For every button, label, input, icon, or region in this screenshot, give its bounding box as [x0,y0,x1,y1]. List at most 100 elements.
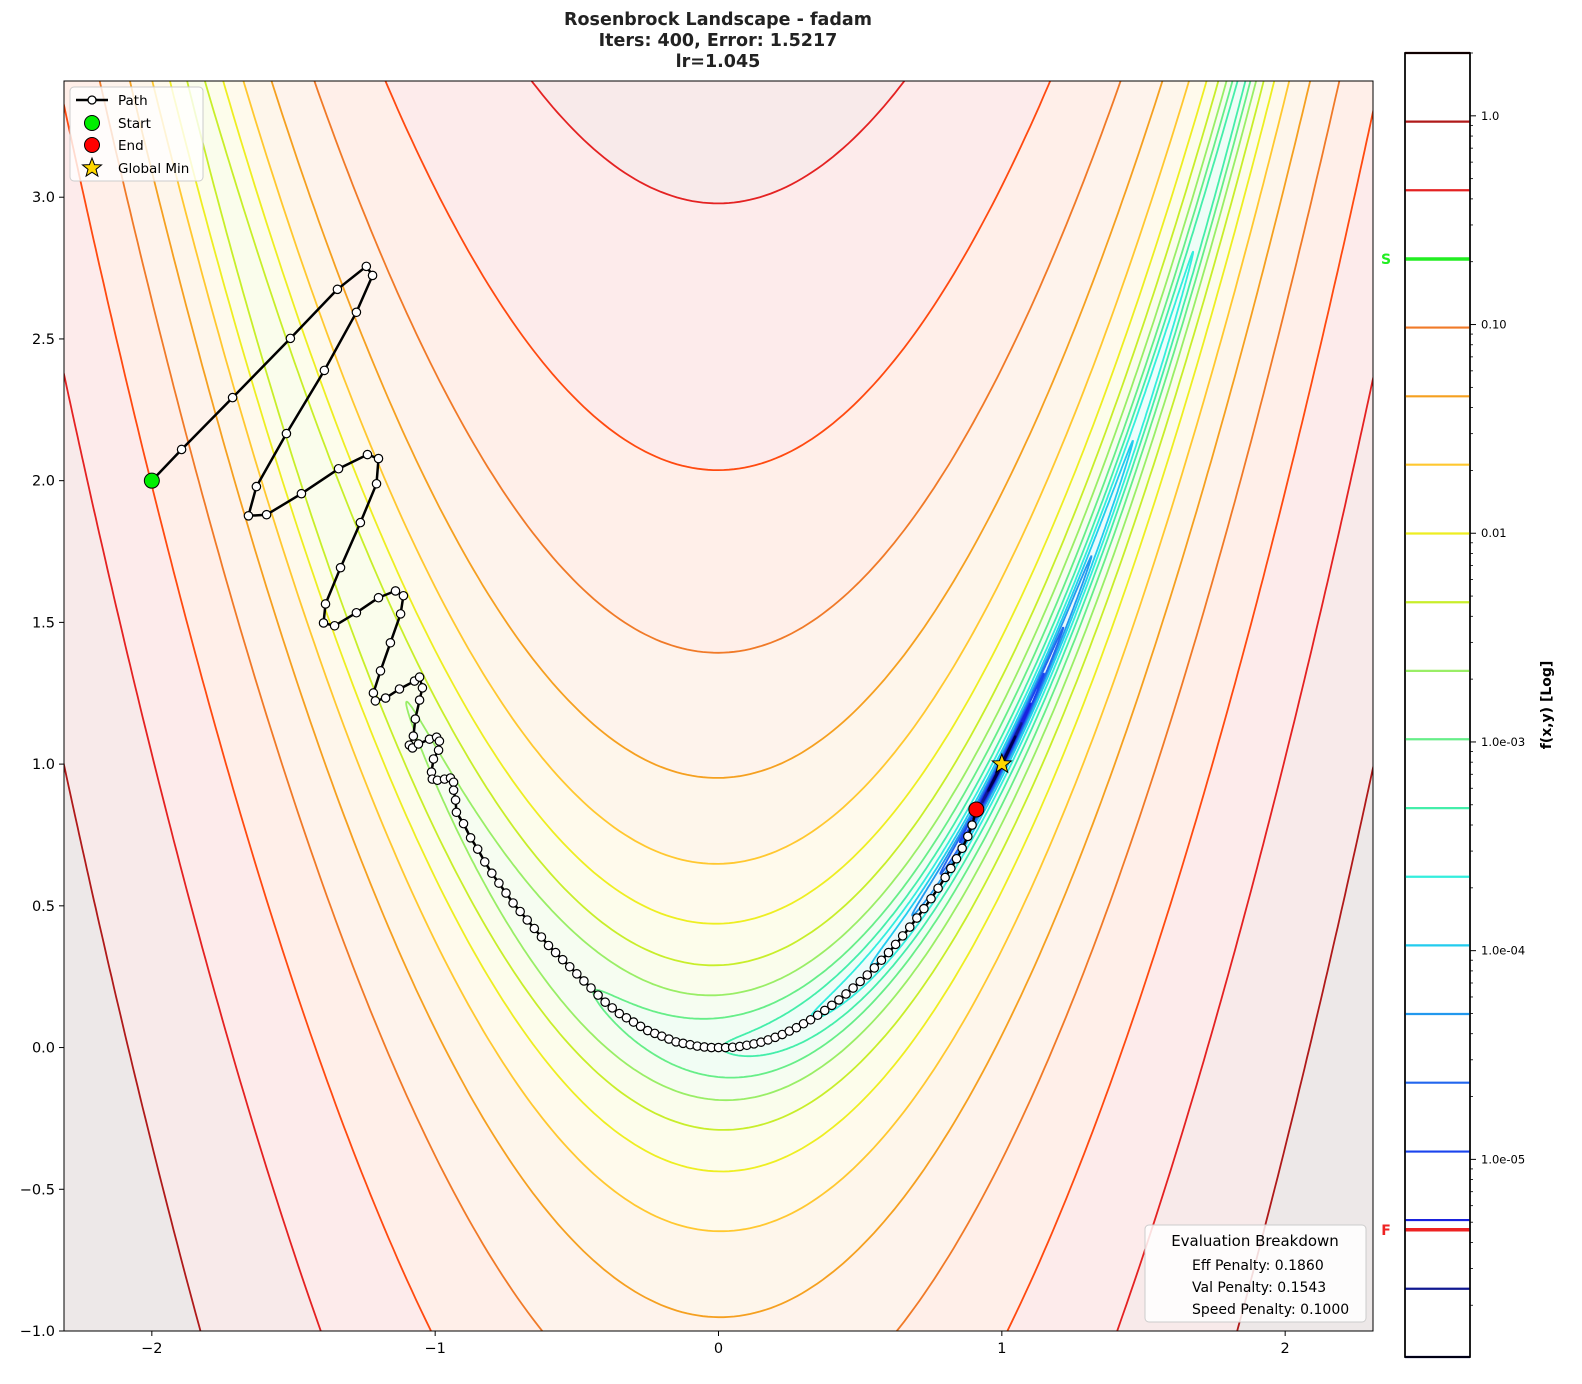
contour-fills [64,81,1373,1331]
path-point [261,509,272,520]
path-point [370,696,381,706]
chart-title-line-1: Rosenbrock Landscape - fadam [564,10,872,30]
path-point [413,739,424,749]
chart-title-line-3: lr=1.045 [675,52,761,72]
legend-label-path: Path [118,93,148,109]
y-tick-label: −1.0 [20,1324,55,1340]
path-point [465,833,476,843]
legend-label-global-min: Global Min [118,161,189,177]
path-point [487,868,497,879]
start-marker [143,472,160,489]
path-point [335,562,346,573]
path-point [380,693,391,703]
path-point [320,599,331,609]
contour-fill-level-4 [99,81,1340,1331]
x-tick-label: 2 [1281,1341,1290,1357]
path-point [926,893,936,904]
legend-star-icon [81,156,103,178]
y-tick-label: 1.0 [32,757,55,773]
y-tick-label: 2.5 [32,332,55,348]
path-point [967,820,977,830]
y-tick-label: 2.0 [32,474,55,490]
y-tick-label: 1.5 [32,615,55,631]
axes: −2 −1 0 1 2 −1.0 −0.5 0.0 0.5 1.0 1.5 2.0 2.5 3.0 [20,190,1290,1357]
path-point [933,883,943,894]
optimizer-path [143,261,1013,1053]
path-point [494,878,504,888]
legend-box [69,86,204,182]
path-point [600,997,610,1008]
legend-path-marker-icon [87,95,97,105]
path-point [414,695,425,705]
path-point [329,620,340,631]
path-point [351,307,362,318]
path-point [417,683,428,693]
path-point [375,666,386,676]
colorbar: 1.0 0.10 0.01 1.0e-03 1.0e-04 1.0e-05 S F [1381,51,1525,1359]
chart-title-line-2: Iters: 400, Error: 1.5217 [598,31,838,51]
path-point [529,923,540,934]
legend-end-icon [84,137,100,153]
path-point [890,939,901,950]
path-point [227,392,238,403]
path-point [834,995,844,1005]
path-point [957,843,967,854]
path-point [414,672,425,682]
contour-fill-level-8 [187,81,1264,1130]
path-point [791,1022,802,1033]
path-point [351,607,362,618]
y-tick-label: 0.5 [32,899,55,915]
path-point [621,1012,632,1023]
path-point [333,463,344,474]
path-point [448,777,459,788]
evaluation-breakdown-box: Evaluation Breakdown Eff Penalty: 0.1860… [1144,1224,1367,1323]
legend-label-start: Start [118,116,151,132]
path-point [586,983,596,993]
path-point [876,955,887,966]
contour-line-level-7 [169,81,1276,1173]
path-point [904,922,915,932]
path-point [951,853,962,864]
path-point [385,637,396,648]
y-tick-label: −0.5 [20,1182,55,1198]
path-point [550,947,561,958]
path-point [848,983,858,993]
path-point [543,940,554,951]
path-point [373,453,384,464]
path-point [176,444,187,455]
path-point [912,913,922,923]
path-point [897,931,908,941]
contour-line-level-19 [987,735,1017,793]
colorbar-tick-label: 1.0 [1481,109,1499,123]
legend-label-end: End [118,138,144,154]
path-point [812,1010,823,1021]
path-point [410,714,421,724]
path-point [819,1005,830,1016]
x-tick-label: 0 [714,1341,723,1357]
path-point [368,688,379,698]
annotation-line-val: Val Penalty: 0.1543 [1192,1280,1326,1296]
colorbar-tick-label: 1.0e-05 [1481,1152,1525,1166]
path-point [963,831,973,842]
end-marker [968,801,985,818]
path-point [390,586,401,596]
annotation-box [1144,1224,1367,1323]
path-point [251,481,262,492]
path-point [367,270,378,281]
contour-line-level-9 [405,81,1258,1102]
annotation-title: Evaluation Breakdown [1171,1232,1339,1250]
path-point [522,915,533,925]
path-point [536,932,547,942]
colorbar-outline [1404,52,1471,1358]
contour-lines [64,81,1373,1331]
contour-line-level-11 [721,81,1247,1058]
path-point [607,1003,618,1013]
colorbar-marker-label: S [1381,252,1391,268]
x-tick-label: −2 [141,1341,162,1357]
path-point [458,818,469,829]
path-point [869,963,880,973]
contour-line-level-10 [592,81,1252,1079]
legend: Path Start End Global Min [69,86,204,182]
colorbar-tick-label: 1.0e-04 [1481,944,1525,958]
